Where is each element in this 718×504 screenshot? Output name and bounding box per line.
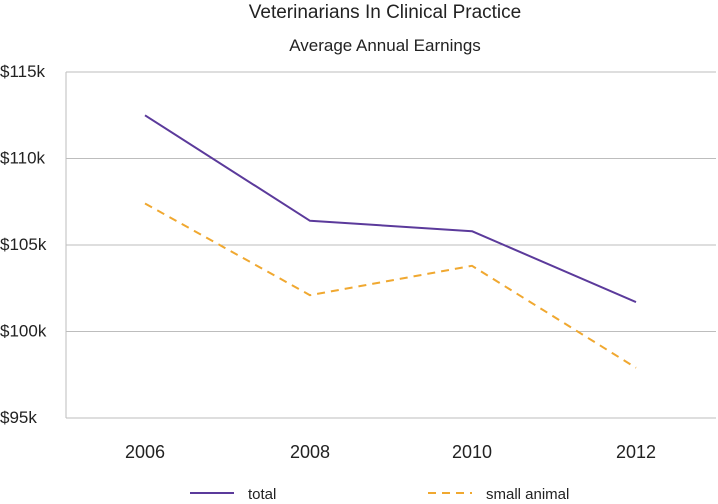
x-axis-ticks: 2006 2008 2010 2012 [125, 442, 656, 462]
series-line-small-animal [144, 202, 637, 369]
grid-layer [65, 71, 716, 419]
x-tick-label: 2010 [452, 442, 492, 462]
y-tick-label: $105k [0, 235, 47, 254]
x-tick-label: 2012 [616, 442, 656, 462]
legend-label: total [248, 486, 276, 503]
x-tick-label: 2008 [290, 442, 330, 462]
legend: total small animal [190, 486, 569, 503]
y-tick-label: $115k [0, 62, 46, 81]
y-tick-label: $110k [0, 149, 46, 168]
chart-title: Veterinarians In Clinical Practice [249, 2, 521, 23]
series-line-total [144, 114, 637, 304]
x-tick-label: 2006 [125, 442, 165, 462]
series-layer [144, 114, 637, 369]
chart-subtitle: Average Annual Earnings [289, 36, 481, 55]
y-tick-label: $95k [0, 408, 37, 427]
y-tick-label: $100k [0, 322, 47, 341]
y-axis-ticks: $95k $100k $105k $110k $115k [0, 62, 47, 427]
legend-label: small animal [486, 486, 569, 503]
